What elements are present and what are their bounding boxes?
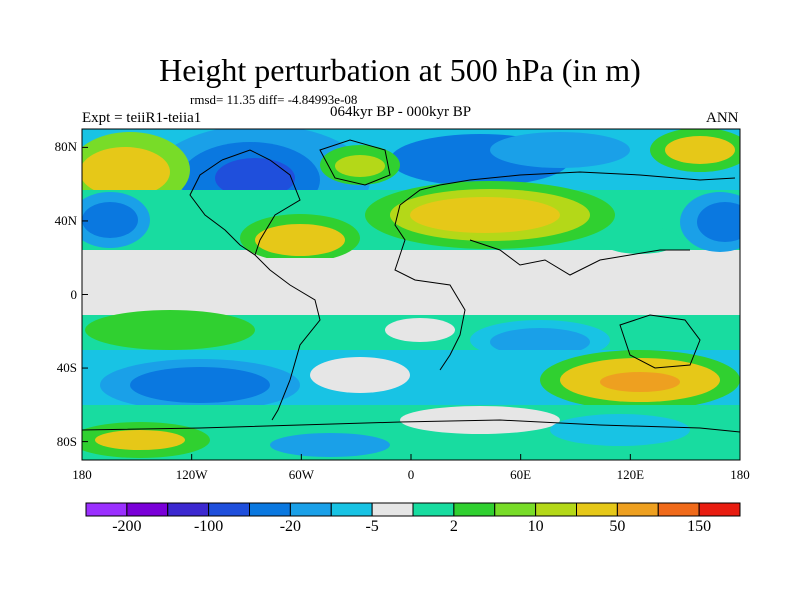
season-label: ANN: [706, 110, 739, 126]
colorbar-label: -5: [365, 518, 379, 535]
contour-region: [410, 197, 560, 233]
contour-region: [335, 155, 385, 177]
colorbar-swatch: [657, 502, 700, 517]
colorbar-label: 2: [449, 518, 458, 535]
colorbar-swatch: [289, 502, 332, 517]
colorbar-swatch: [126, 502, 169, 517]
colorbar-swatch: [249, 502, 291, 517]
contour-region: [600, 226, 680, 254]
colorbar-swatch: [412, 502, 455, 517]
contour-region: [310, 357, 410, 393]
x-tick-marks: [81, 454, 741, 460]
contour-region: [130, 367, 270, 403]
x-tick-label: 120E: [616, 467, 645, 482]
y-tick-label: 80S: [56, 433, 77, 449]
colorbar-label: -200: [112, 518, 142, 535]
coastline-australia: [619, 314, 701, 369]
contour-region: [95, 430, 185, 450]
y-tick-label: 80N: [54, 139, 77, 155]
colorbar-label: -100: [193, 518, 224, 535]
colorbar-swatch: [453, 502, 496, 517]
coastline-greenland: [319, 139, 391, 186]
x-tick-label: 0: [407, 467, 415, 482]
contour-region: [85, 310, 255, 350]
x-tick-label: 60W: [288, 467, 314, 482]
contour-region: [82, 147, 170, 197]
contour-region: [270, 433, 390, 457]
colorbar-label: 150: [687, 518, 712, 535]
period-label: 064kyr BP - 000kyr BP: [330, 104, 472, 120]
coastline-americas-west: [189, 159, 256, 256]
colorbar-swatch: [576, 502, 618, 517]
coastline-asia-south: [469, 239, 690, 276]
coastlines: [82, 139, 740, 433]
colorbar-swatch: [494, 502, 537, 517]
y-tick-label: 40N: [54, 212, 77, 228]
coastline-eurasia-north: [399, 171, 736, 206]
contour-region: [550, 414, 690, 446]
coastline-antarctica: [82, 419, 740, 433]
colorbar-label: -20: [279, 518, 302, 535]
colorbar-label: 10: [527, 518, 544, 535]
plot-title: Height perturbation at 500 hPa (in m): [159, 52, 641, 88]
colorbar-swatch: [330, 502, 373, 517]
contour-region: [490, 328, 590, 356]
colorbar-swatch: [616, 502, 659, 517]
colorbar-swatch: [208, 502, 250, 517]
contour-region: [385, 318, 455, 342]
y-tick-label: 0: [70, 286, 78, 302]
experiment-label: Expt = teiiR1-teiia1: [82, 110, 202, 126]
x-tick-label: 60E: [510, 467, 532, 482]
y-tick-label: 40S: [56, 360, 77, 376]
contour-region: [665, 136, 735, 164]
contour-region: [255, 224, 345, 256]
x-tick-label: 120W: [175, 467, 208, 482]
colorbar-label: 50: [609, 518, 626, 535]
contour-region: [600, 372, 680, 392]
colorbar-swatch: [371, 502, 414, 517]
colorbar-swatch: [85, 502, 128, 517]
colorbar-swatch: [535, 502, 577, 517]
contour-region: [490, 132, 630, 168]
contour-band: [82, 258, 740, 313]
colorbar-swatch: [698, 502, 741, 517]
x-tick-label: 180: [72, 467, 92, 482]
colorbar-swatch: [167, 502, 210, 517]
contour-field: [82, 129, 740, 460]
stats-line: rmsd= 11.35 diff= -4.84993e-08: [190, 92, 358, 107]
coastline-americas: [221, 149, 321, 421]
contour-region: [215, 158, 295, 198]
colorbar: [85, 502, 741, 517]
coastline-africa: [394, 204, 466, 371]
contour-region: [82, 202, 138, 238]
contour-region: [697, 202, 740, 242]
x-tick-label: 180: [730, 467, 750, 482]
y-tick-marks: [82, 146, 88, 443]
